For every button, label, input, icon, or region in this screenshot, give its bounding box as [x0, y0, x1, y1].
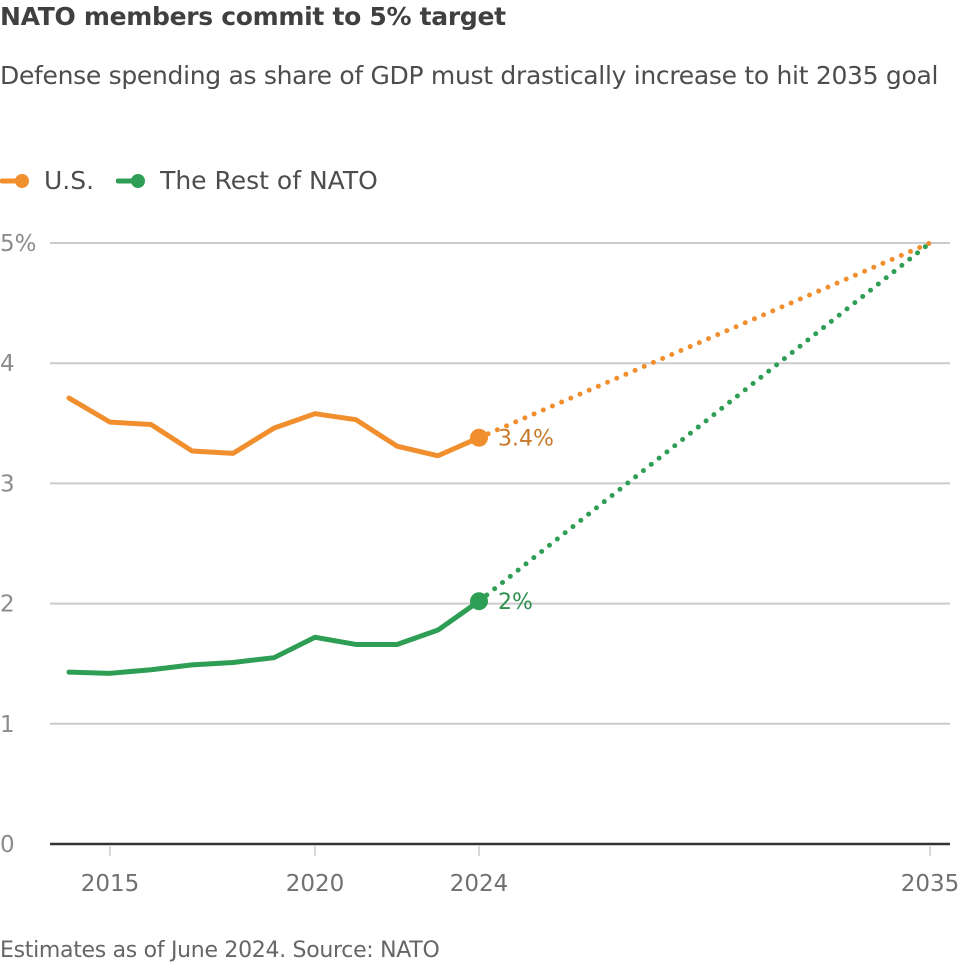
projection-line-rest-of-nato [476, 240, 933, 604]
y-tick-label: 1 [0, 712, 15, 738]
gridlines [50, 242, 950, 725]
y-tick-label: 4 [0, 351, 15, 377]
endpoint-marker-us [470, 428, 488, 447]
x-tick-label: 2015 [81, 871, 140, 897]
x-axis: 2015 2020 2024 2035 [50, 842, 960, 897]
source-note: Estimates as of June 2024. Source: NATO [0, 938, 440, 963]
legend: U.S. The Rest of NATO [0, 166, 400, 195]
series-line-rest-of-nato [66, 598, 482, 676]
end-label-rest-of-nato: 2% [498, 590, 533, 615]
chart-subtitle: Defense spending as share of GDP must dr… [0, 61, 939, 90]
y-tick-label: 3 [0, 471, 15, 497]
end-label-us: 3.4% [498, 427, 554, 452]
endpoint-marker-rest-of-nato [470, 592, 488, 611]
y-tick-label: 5% [0, 231, 37, 257]
x-tick-label: 2024 [450, 871, 509, 897]
y-tick-label: 2 [0, 592, 15, 618]
legend-label-rest-of-nato: The Rest of NATO [160, 166, 378, 195]
projection-line-us [476, 240, 933, 441]
chart-title: NATO members commit to 5% target [0, 2, 506, 31]
legend-swatch-us-icon [0, 173, 29, 188]
series-line-us [66, 395, 482, 459]
y-tick-label: 0 [0, 832, 15, 858]
legend-item-us: U.S. [0, 166, 94, 195]
legend-swatch-rest-of-nato-icon [116, 173, 146, 188]
legend-label-us: U.S. [44, 166, 95, 195]
legend-item-rest-of-nato: The Rest of NATO [116, 166, 378, 195]
series-group: 3.4% 2% [66, 240, 933, 676]
x-tick-label: 2035 [901, 871, 960, 897]
x-tick-label: 2020 [286, 871, 345, 897]
y-axis: 0 1 2 3 4 5% [0, 231, 37, 858]
